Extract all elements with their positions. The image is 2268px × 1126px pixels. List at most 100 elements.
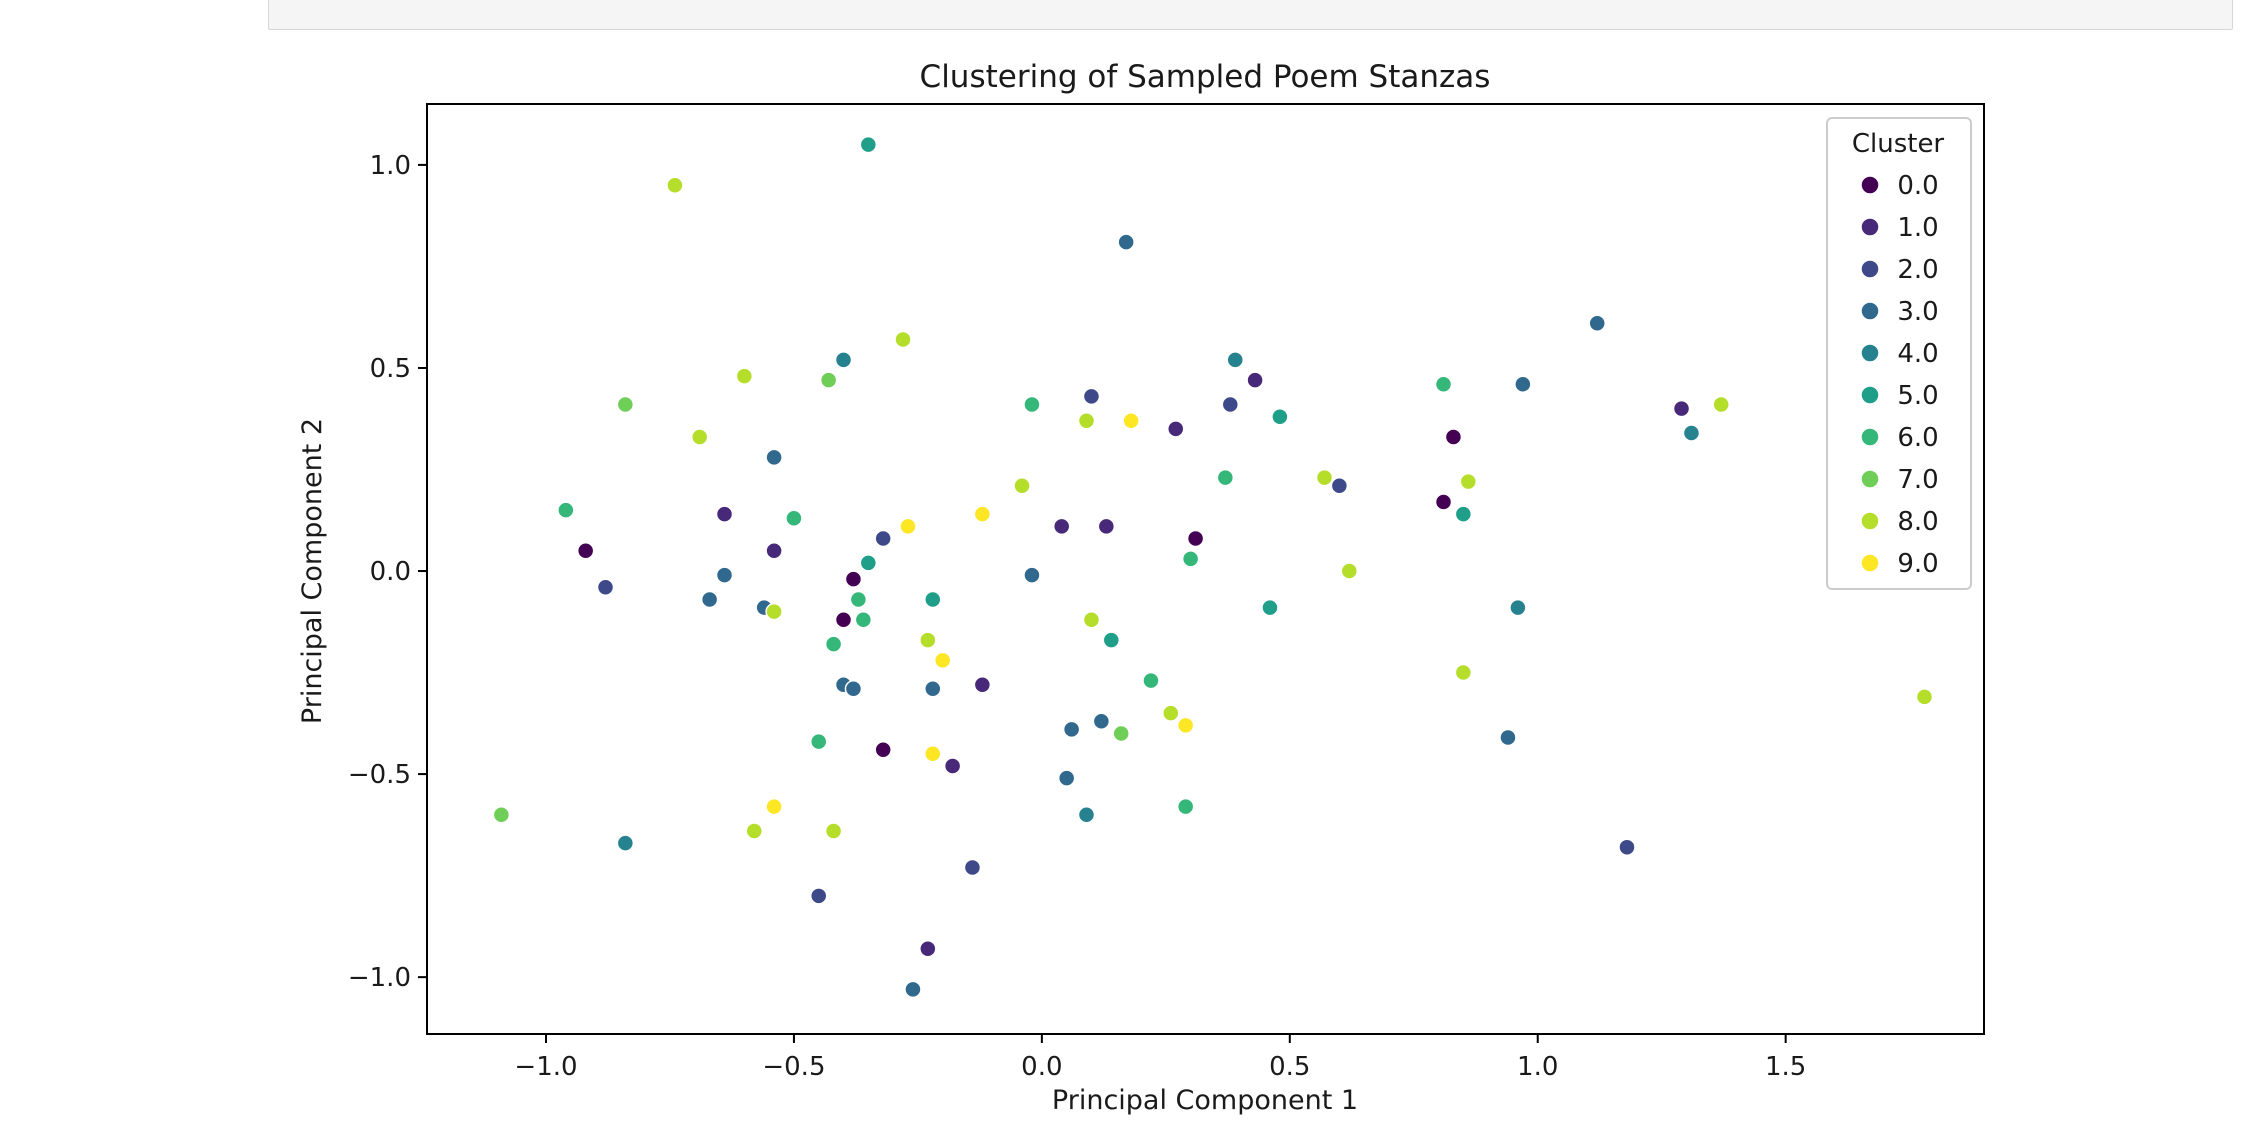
data-point-cluster-9-0 — [899, 517, 917, 536]
data-point-cluster-4-0 — [1077, 805, 1096, 824]
data-point-cluster-8-0 — [745, 822, 764, 840]
legend-marker — [1860, 469, 1880, 489]
data-point-cluster-7-0 — [492, 805, 511, 824]
data-point-cluster-7-0 — [819, 371, 838, 389]
data-point-cluster-2-0 — [809, 887, 828, 905]
data-point-cluster-1-0 — [1246, 371, 1264, 389]
legend-marker — [1860, 385, 1880, 405]
data-point-cluster-6-0 — [1434, 375, 1453, 393]
data-point-cluster-3-0 — [1588, 314, 1606, 333]
data-point-cluster-4-0 — [1509, 598, 1527, 617]
x-tick-label: 0.0 — [1021, 1052, 1062, 1082]
data-point-cluster-8-0 — [1077, 412, 1096, 430]
data-point-cluster-0-0 — [1444, 428, 1463, 446]
data-point-cluster-1-0 — [943, 757, 962, 775]
data-point-cluster-3-0 — [844, 680, 863, 698]
legend-label: 7.0 — [1897, 465, 1938, 495]
legend-label: 5.0 — [1897, 381, 1938, 411]
data-point-cluster-5-0 — [1271, 407, 1289, 426]
data-points — [492, 135, 1934, 999]
data-point-cluster-6-0 — [1216, 468, 1235, 487]
data-point-cluster-7-0 — [1112, 724, 1130, 743]
data-point-cluster-1-0 — [919, 939, 937, 958]
x-axis-label: Principal Component 1 — [1052, 1085, 1358, 1116]
data-point-cluster-0-0 — [1434, 493, 1453, 511]
chart-title: Clustering of Sampled Poem Stanzas — [920, 59, 1491, 95]
legend-marker — [1860, 175, 1880, 195]
data-point-cluster-9-0 — [924, 745, 942, 763]
legend-marker — [1860, 343, 1880, 363]
data-point-cluster-8-0 — [1082, 611, 1101, 629]
x-tick-label: 1.0 — [1517, 1052, 1558, 1082]
data-point-cluster-4-0 — [834, 351, 853, 369]
data-point-cluster-8-0 — [1459, 472, 1478, 491]
y-tick-label: 1.0 — [370, 151, 411, 181]
data-point-cluster-9-0 — [765, 797, 783, 816]
legend-entries: 0.0 1.0 2.0 3.0 4.0 5.0 6.0 7.0 8.0 9.0 — [1860, 171, 1939, 579]
data-point-cluster-5-0 — [859, 135, 878, 154]
x-tick-label: 0.5 — [1269, 1052, 1310, 1082]
legend-marker — [1860, 427, 1880, 447]
data-point-cluster-8-0 — [824, 822, 843, 840]
data-point-cluster-3-0 — [904, 980, 922, 999]
data-point-cluster-9-0 — [933, 651, 952, 670]
data-point-cluster-2-0 — [1330, 476, 1349, 495]
data-point-cluster-1-0 — [1097, 517, 1116, 536]
data-point-cluster-9-0 — [973, 505, 992, 523]
data-point-cluster-8-0 — [666, 176, 684, 194]
data-point-cluster-3-0 — [715, 566, 734, 584]
data-point-cluster-6-0 — [809, 732, 828, 751]
data-point-cluster-2-0 — [874, 529, 892, 548]
data-point-cluster-5-0 — [924, 590, 942, 609]
y-tick-label: 0.0 — [370, 557, 411, 587]
data-point-cluster-8-0 — [894, 330, 912, 349]
data-point-cluster-3-0 — [1499, 728, 1517, 747]
data-point-cluster-0-0 — [844, 570, 863, 588]
legend-label: 9.0 — [1897, 549, 1938, 579]
legend-marker — [1860, 301, 1880, 321]
y-tick-label: 0.5 — [370, 354, 411, 384]
x-tick-label: −1.0 — [514, 1052, 577, 1082]
data-point-cluster-1-0 — [715, 505, 734, 523]
data-point-cluster-2-0 — [1618, 838, 1636, 856]
data-point-cluster-8-0 — [1454, 663, 1473, 682]
data-point-cluster-9-0 — [1176, 716, 1195, 735]
data-point-cluster-8-0 — [1915, 688, 1934, 706]
data-point-cluster-8-0 — [1340, 562, 1359, 580]
data-point-cluster-6-0 — [1181, 550, 1200, 568]
x-tick-label: −0.5 — [762, 1052, 825, 1082]
data-point-cluster-6-0 — [849, 590, 868, 609]
data-point-cluster-3-0 — [1023, 566, 1041, 584]
data-point-cluster-1-0 — [1166, 420, 1185, 438]
legend-title: Cluster — [1852, 129, 1945, 159]
data-point-cluster-8-0 — [735, 367, 754, 385]
y-tick-label: −1.0 — [348, 963, 411, 993]
data-point-cluster-3-0 — [1117, 233, 1135, 251]
data-point-cluster-2-0 — [1221, 395, 1240, 414]
data-point-cluster-8-0 — [1712, 395, 1730, 414]
output-cell-bar — [268, 0, 2233, 30]
y-axis-label: Principal Component 2 — [297, 418, 328, 724]
data-point-cluster-0-0 — [1186, 529, 1205, 548]
legend-label: 6.0 — [1897, 423, 1938, 453]
legend: Cluster 0.0 1.0 2.0 3.0 4.0 5.0 6.0 7.0 8.0 9.0 — [1826, 117, 1972, 590]
legend-marker — [1860, 217, 1880, 237]
data-point-cluster-0-0 — [874, 740, 892, 759]
plot-frame — [426, 103, 1985, 1035]
data-point-cluster-6-0 — [785, 509, 803, 527]
data-point-cluster-4-0 — [616, 834, 635, 852]
legend-marker — [1860, 259, 1880, 279]
legend-label: 2.0 — [1897, 255, 1938, 285]
legend-marker — [1860, 553, 1880, 573]
data-point-cluster-2-0 — [963, 858, 982, 877]
data-point-cluster-9-0 — [1122, 412, 1140, 430]
data-point-cluster-7-0 — [616, 395, 635, 414]
data-point-cluster-2-0 — [1082, 387, 1101, 406]
data-point-cluster-3-0 — [765, 448, 783, 467]
data-point-cluster-1-0 — [1052, 517, 1071, 536]
data-point-cluster-8-0 — [765, 602, 783, 621]
data-point-cluster-5-0 — [1454, 505, 1473, 523]
data-point-cluster-5-0 — [859, 554, 878, 572]
data-point-cluster-6-0 — [557, 501, 575, 519]
